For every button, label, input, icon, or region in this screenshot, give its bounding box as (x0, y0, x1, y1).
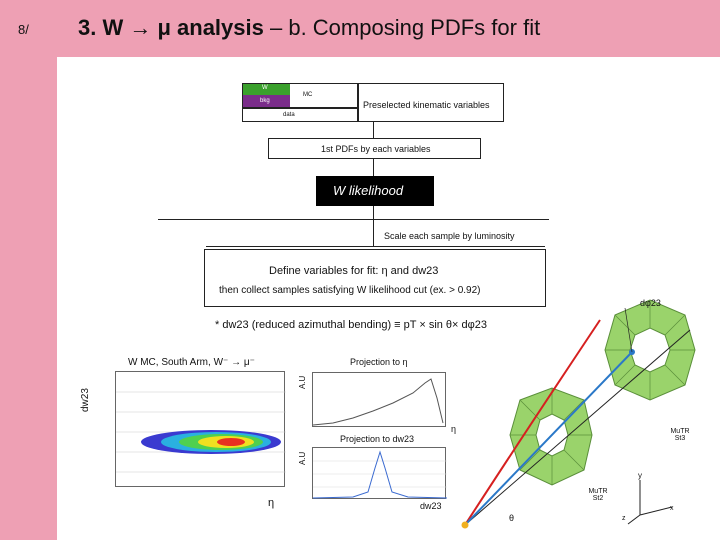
detector-diagram (461, 299, 696, 529)
proj-dw23-svg (312, 450, 448, 499)
axis-z (627, 514, 641, 525)
slide-title: 3. W → μ analysis – b. Composing PDFs fo… (78, 15, 540, 41)
track-blue (464, 351, 633, 526)
mc-y-axis-label: dw23 (80, 388, 91, 412)
first-pdfs-label: 1st PDFs by each variables (321, 144, 431, 154)
mc-label: MC (303, 92, 313, 98)
st3-spokes (605, 300, 695, 400)
mutr-st3-label: MuTR St3 (670, 428, 690, 442)
axis-z-label: z (622, 515, 626, 522)
dw23-definition: * dw23 (reduced azimuthal bending) ≡ pT … (215, 319, 488, 331)
w-sample-label: W (262, 85, 268, 91)
proj-dw23-title: Projection to dw23 (340, 434, 415, 444)
divider-line (206, 246, 545, 247)
proj-dw23-curve (312, 450, 448, 499)
track-red (464, 319, 601, 526)
title-bold: 3. W → μ analysis (78, 15, 264, 40)
connector (373, 159, 374, 177)
define-box: Define variables for fit: η and dw23 the… (204, 249, 546, 307)
dphi-marker (624, 307, 633, 353)
proj-dw23-grid (313, 460, 447, 488)
mc-2d-plot-svg (116, 391, 286, 473)
title-rest: – b. Composing PDFs for fit (263, 15, 541, 40)
vertex-dot (461, 521, 469, 529)
mc-box: MC (242, 83, 358, 108)
bkg-sample-label: bkg (260, 98, 270, 104)
proj-eta-svg (312, 378, 444, 426)
define-line1: Define variables for fit: η and dw23 (269, 265, 439, 277)
eta-label: η (451, 424, 457, 434)
mutr-st2-label: MuTR St2 (588, 488, 608, 502)
first-pdfs-box: 1st PDFs by each variables (268, 138, 481, 159)
mc-plot-title: W MC, South Arm, W⁻ → μ⁻ (128, 357, 255, 368)
connector (373, 122, 374, 138)
theta-label: θ (509, 513, 515, 523)
define-line2: then collect samples satisfying W likeli… (219, 285, 481, 296)
bkg-sample-box: bkg (242, 95, 290, 108)
likelihood-label: W likelihood (333, 183, 404, 198)
mc-x-axis-label: η (268, 497, 275, 509)
au-label-1: A.U (298, 375, 307, 389)
header-band (0, 0, 720, 57)
scale-label: Scale each sample by luminosity (384, 231, 515, 241)
dphi23-label: dφ23 (640, 298, 661, 308)
preselected-label: Preselected kinematic variables (363, 100, 490, 110)
proj-dw23-plot (312, 447, 448, 499)
data-box: data (242, 108, 358, 122)
mutr-st3-hole (629, 327, 671, 373)
preselected-box: Preselected kinematic variables (358, 83, 504, 122)
proj-eta-curve (312, 378, 444, 426)
dw23-label: dw23 (420, 501, 442, 511)
data-label: data (283, 112, 295, 118)
divider-line (158, 219, 549, 220)
axis-x (639, 506, 673, 516)
proj-eta-plot (312, 372, 446, 427)
proj-eta-title: Projection to η (350, 357, 408, 367)
connector (373, 206, 374, 246)
mc-2d-plot (115, 371, 286, 487)
axis-x-label: x (670, 505, 674, 512)
beam-axis (464, 329, 691, 526)
contour-red (217, 438, 245, 446)
w-sample-box: W (242, 83, 290, 95)
likelihood-box: W likelihood (316, 176, 434, 206)
au-label-2: A.U (298, 451, 307, 465)
axis-y-label: y (638, 471, 642, 480)
slide-number: 8/ (18, 22, 29, 37)
left-band (0, 0, 57, 540)
